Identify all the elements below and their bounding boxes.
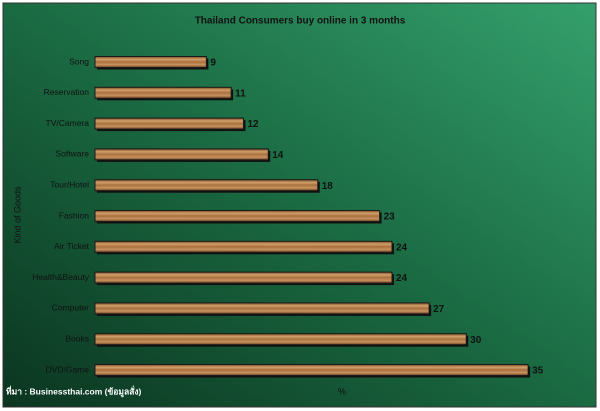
value-label: 11 [235,88,246,99]
value-label: 35 [532,366,544,377]
y-tick-label: Song [69,56,89,66]
y-tick-label: Air Ticket [54,241,90,251]
y-tick-label: Fashion [59,210,90,220]
bar [94,302,430,315]
value-label: 18 [322,181,334,192]
bar [94,56,207,68]
bar [94,148,269,161]
value-label: 30 [470,335,482,346]
bar [94,179,319,192]
bar [94,117,244,130]
bar [94,240,393,253]
chart-title: Thailand Consumers buy online in 3 month… [195,16,406,27]
bar [94,271,393,284]
value-label: 24 [396,242,408,253]
source: ที่มา : Businessthai.com (ข้อมูลสั่ง) [6,384,142,397]
bar [94,210,381,222]
value-label: 24 [396,273,408,284]
bar [94,333,467,346]
y-tick-label: Books [65,333,89,343]
value-label: 23 [384,212,396,223]
y-tick-label: Tour/Hotel [50,179,89,189]
bar [94,364,529,376]
y-tick-label: Reservation [44,87,90,97]
y-axis-label: Kind of Goods [12,186,22,244]
value-label: 14 [272,150,284,161]
y-tick-label: Health&Beauty [32,272,89,282]
value-label: 27 [433,304,445,315]
y-tick-label: Software [55,149,89,159]
x-axis-label: % [338,386,346,396]
bar [94,86,232,99]
value-label: 9 [210,58,216,69]
y-tick-label: TV/Camera [46,118,90,128]
value-label: 12 [248,119,260,130]
y-tick-label: DVD/Game [46,364,90,374]
y-tick-label: Computer [52,303,89,313]
